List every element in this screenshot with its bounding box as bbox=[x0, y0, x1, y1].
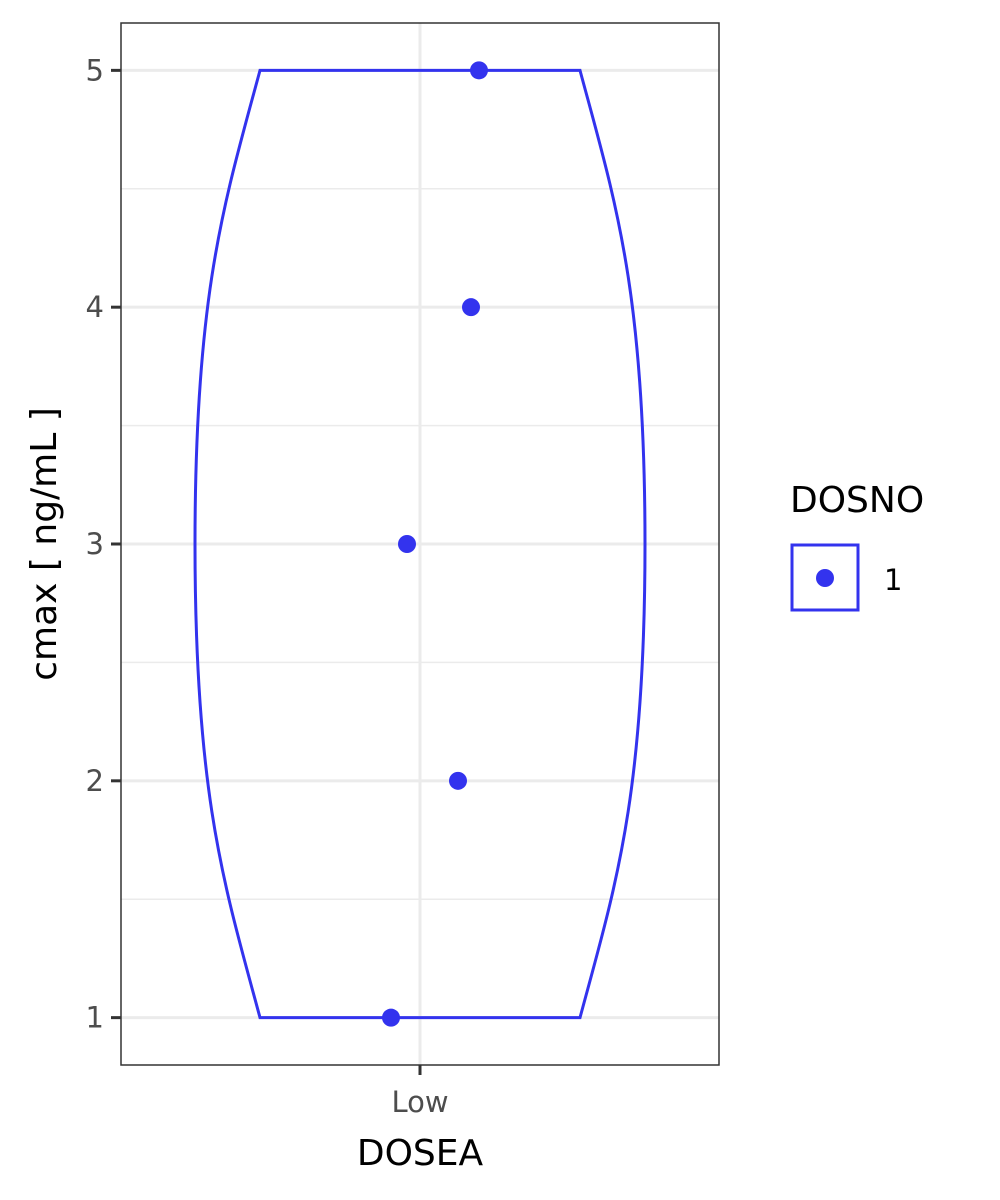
y-tick-label: 5 bbox=[86, 53, 104, 87]
legend-key-point bbox=[816, 569, 834, 587]
grid-major bbox=[121, 23, 719, 1065]
x-axis-title: DOSEA bbox=[357, 1133, 484, 1174]
violin-outline bbox=[193, 68, 647, 1020]
points-layer bbox=[382, 61, 488, 1027]
data-point bbox=[462, 298, 480, 317]
legend-title: DOSNO bbox=[790, 480, 924, 521]
y-axis: 1 2 3 4 5 bbox=[86, 53, 121, 1035]
y-tick-label: 3 bbox=[86, 527, 104, 561]
x-tick-label: Low bbox=[391, 1085, 448, 1119]
legend: DOSNO 1 bbox=[790, 480, 924, 612]
y-axis-title: cmax [ ng/mL ] bbox=[24, 407, 65, 681]
violin-layer bbox=[193, 68, 647, 1020]
legend-entry-label: 1 bbox=[884, 563, 902, 597]
data-point bbox=[470, 61, 488, 80]
y-tick-label: 1 bbox=[86, 1001, 104, 1035]
data-point bbox=[449, 771, 467, 790]
y-tick-label: 2 bbox=[86, 764, 104, 798]
x-axis: Low bbox=[391, 1065, 449, 1119]
data-point bbox=[382, 1008, 400, 1027]
y-tick-label: 4 bbox=[86, 290, 104, 324]
data-point bbox=[398, 535, 416, 553]
